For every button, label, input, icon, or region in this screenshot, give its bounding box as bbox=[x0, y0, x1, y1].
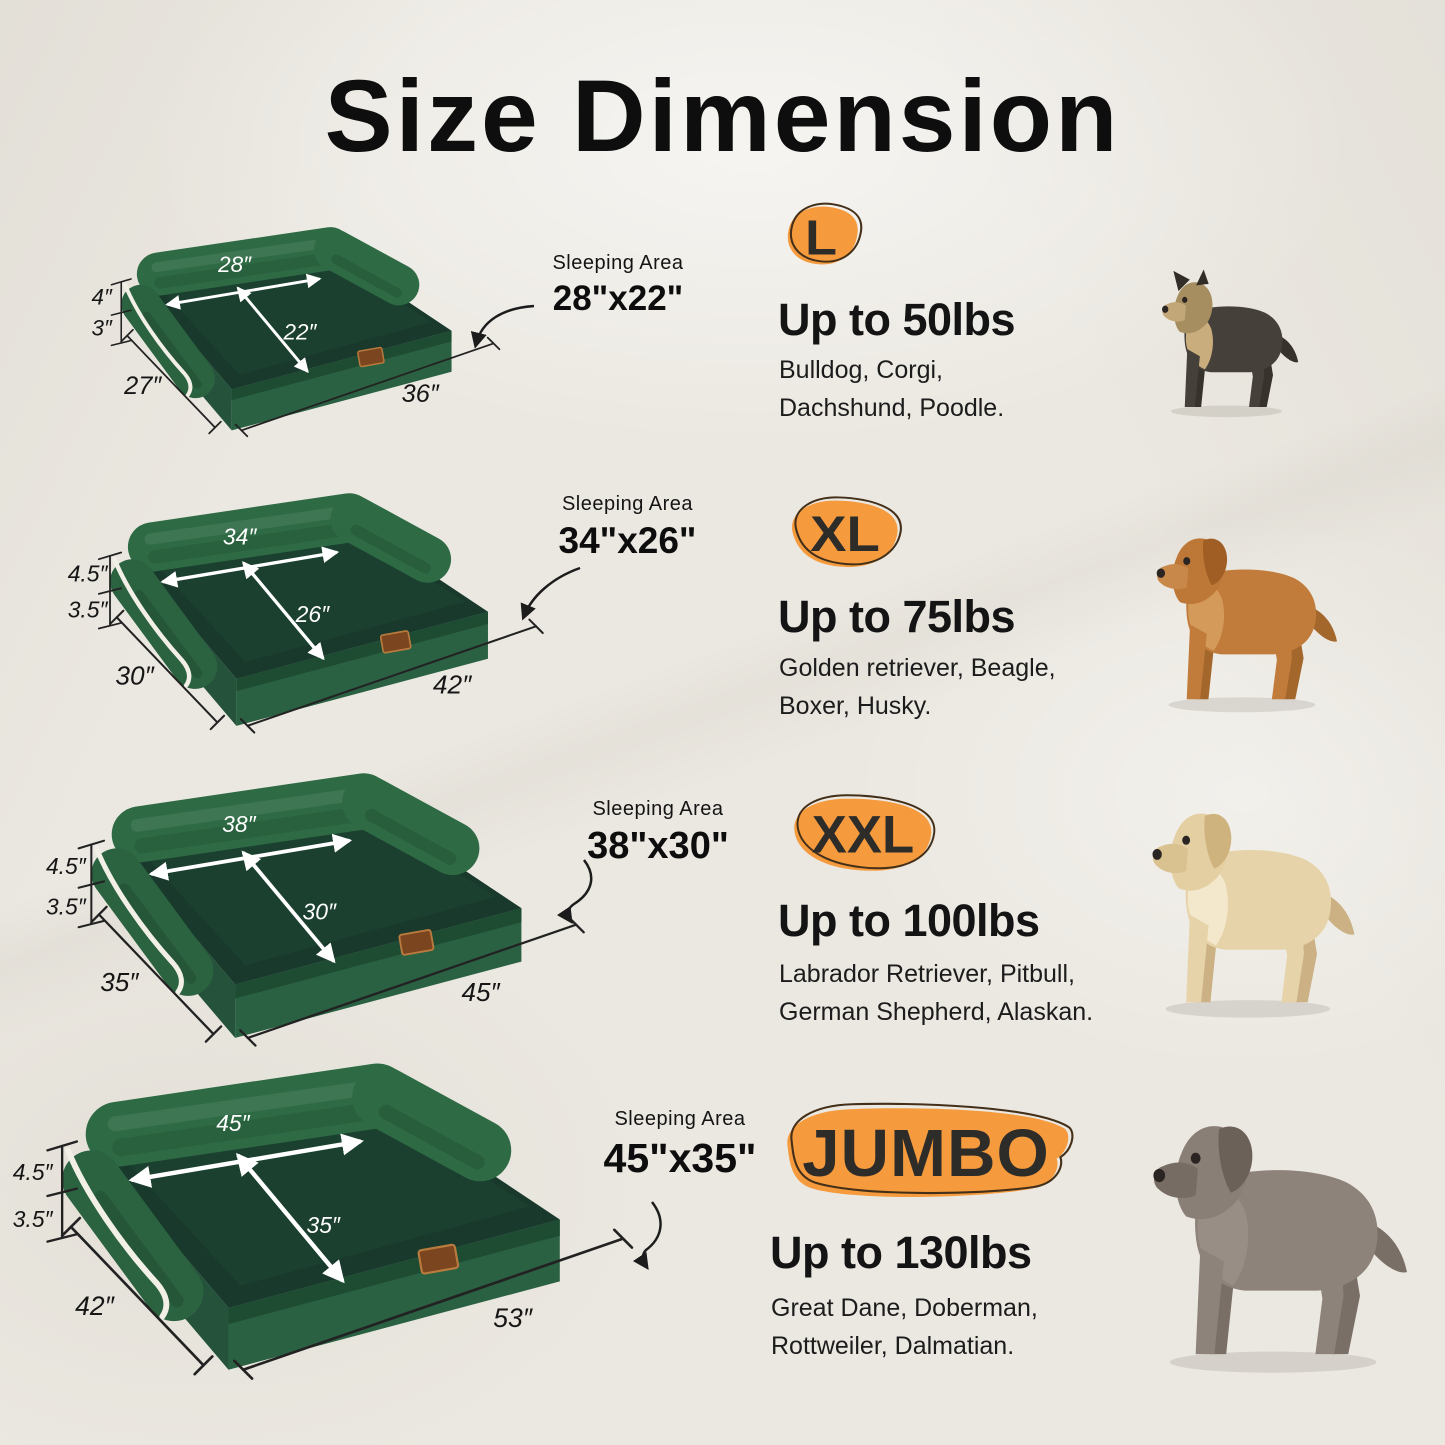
weight-capacity: Up to 50lbs bbox=[778, 294, 1016, 345]
badge-letter: XL bbox=[810, 507, 880, 562]
bed-front-dim: 53″ bbox=[493, 1303, 533, 1333]
breed-line: Rottweiler, Dalmatian. bbox=[771, 1331, 1015, 1360]
sleeping-area-label: Sleeping Area bbox=[592, 798, 724, 820]
size-badge-l: L bbox=[787, 202, 863, 265]
base-height-dim: 3.5″ bbox=[13, 1206, 54, 1232]
sleeping-area-value: 45"x35" bbox=[603, 1135, 757, 1181]
breed-line: German Shepherd, Alaskan. bbox=[779, 997, 1094, 1026]
dog-image-golden-retriever bbox=[1156, 521, 1337, 713]
breed-line: Bulldog, Corgi, bbox=[779, 356, 943, 384]
dog-image-great-dane bbox=[1153, 1102, 1407, 1373]
size-badge-xxl: XXL bbox=[794, 794, 936, 871]
bed-front-dim: 45″ bbox=[462, 977, 501, 1007]
badge-letter: L bbox=[805, 210, 837, 265]
sleeping-area-callout: Sleeping Area 34"x26" bbox=[540, 493, 715, 562]
bed-side-dim: 35″ bbox=[100, 967, 139, 997]
bed-side-dim: 42″ bbox=[75, 1291, 115, 1321]
bed-diagram: 45″ 35″ 53″ 42″ 4.5″ 3.5″ bbox=[13, 1062, 660, 1408]
page-title: Size Dimension bbox=[324, 59, 1121, 173]
breed-line: Great Dane, Doberman, bbox=[771, 1294, 1038, 1322]
sleeping-area-label: Sleeping Area bbox=[561, 493, 694, 515]
curved-arrow-icon bbox=[520, 566, 581, 621]
breed-line: Boxer, Husky. bbox=[779, 691, 932, 720]
bed-width-label: 30″ bbox=[303, 899, 337, 925]
bed-width-label: 26″ bbox=[295, 601, 330, 627]
bolster-height-dim: 4.5″ bbox=[13, 1159, 54, 1185]
bed-length-label: 28″ bbox=[217, 252, 252, 277]
sleeping-area-value: 34"x26" bbox=[558, 520, 697, 561]
bed-front-dim: 36″ bbox=[402, 380, 440, 408]
bed-length-label: 34″ bbox=[223, 524, 257, 550]
base-height-dim: 3.5″ bbox=[46, 894, 87, 920]
base-height-dim: 3″ bbox=[91, 316, 112, 341]
bed-diagram: 28″ 22″ 36″ 27″ 4″ 3″ bbox=[88, 226, 518, 456]
bed-side-dim: 30″ bbox=[115, 660, 155, 690]
breed-examples: Bulldog, Corgi, Dachshund, Poodle. bbox=[779, 352, 1004, 427]
sleeping-area-value: 38"x30" bbox=[587, 825, 729, 867]
dog-image-yorkshire-terrier bbox=[1162, 269, 1299, 418]
bed-length-label: 45″ bbox=[216, 1110, 250, 1136]
breed-examples: Great Dane, Doberman, Rottweiler, Dalmat… bbox=[771, 1290, 1038, 1365]
bed-front-dim: 42″ bbox=[433, 669, 473, 699]
bolster-height-dim: 4″ bbox=[91, 284, 112, 309]
sleeping-area-callout: Sleeping Area 45"x35" bbox=[585, 1108, 775, 1182]
bed-diagram: 34″ 26″ 42″ 30″ 4.5″ 3.5″ bbox=[68, 492, 564, 755]
bed-length-label: 38″ bbox=[222, 811, 256, 837]
curved-arrow-icon bbox=[556, 859, 593, 925]
bed-side-dim: 27″ bbox=[123, 372, 162, 400]
base-height-dim: 3.5″ bbox=[68, 596, 109, 622]
weight-capacity: Up to 75lbs bbox=[778, 591, 1016, 642]
breed-examples: Golden retriever, Beagle, Boxer, Husky. bbox=[779, 650, 1056, 725]
badge-letter: XXL bbox=[812, 806, 914, 865]
bed-diagram: 38″ 30″ 45″ 35″ 4.5″ 3.5″ bbox=[46, 772, 608, 1071]
size-badge-jumbo: JUMBO bbox=[787, 1102, 1074, 1197]
bed-width-label: 35″ bbox=[307, 1212, 341, 1238]
sleeping-area-label: Sleeping Area bbox=[614, 1108, 746, 1130]
bolster-height-dim: 4.5″ bbox=[46, 853, 87, 879]
sleeping-area-callout: Sleeping Area 38"x30" bbox=[568, 798, 748, 868]
sleeping-area-callout: Sleeping Area 28"x22" bbox=[528, 252, 708, 319]
badge-letter: JUMBO bbox=[802, 1117, 1050, 1191]
bolster-height-dim: 4.5″ bbox=[68, 561, 109, 587]
curved-arrow-icon bbox=[470, 304, 535, 349]
size-badge-xl: XL bbox=[791, 496, 902, 568]
weight-capacity: Up to 130lbs bbox=[770, 1227, 1032, 1278]
sleeping-area-label: Sleeping Area bbox=[552, 252, 684, 274]
sleeping-area-value: 28"x22" bbox=[552, 279, 684, 318]
curved-arrow-icon bbox=[632, 1201, 662, 1271]
bed-width-label: 22″ bbox=[282, 320, 317, 345]
breed-line: Labrador Retriever, Pitbull, bbox=[779, 960, 1075, 988]
breed-line: Golden retriever, Beagle, bbox=[779, 654, 1056, 682]
breed-line: Dachshund, Poodle. bbox=[779, 393, 1005, 422]
dog-image-labrador-retriever bbox=[1152, 794, 1355, 1018]
weight-capacity: Up to 100lbs bbox=[778, 895, 1040, 946]
breed-examples: Labrador Retriever, Pitbull, German Shep… bbox=[779, 956, 1093, 1031]
